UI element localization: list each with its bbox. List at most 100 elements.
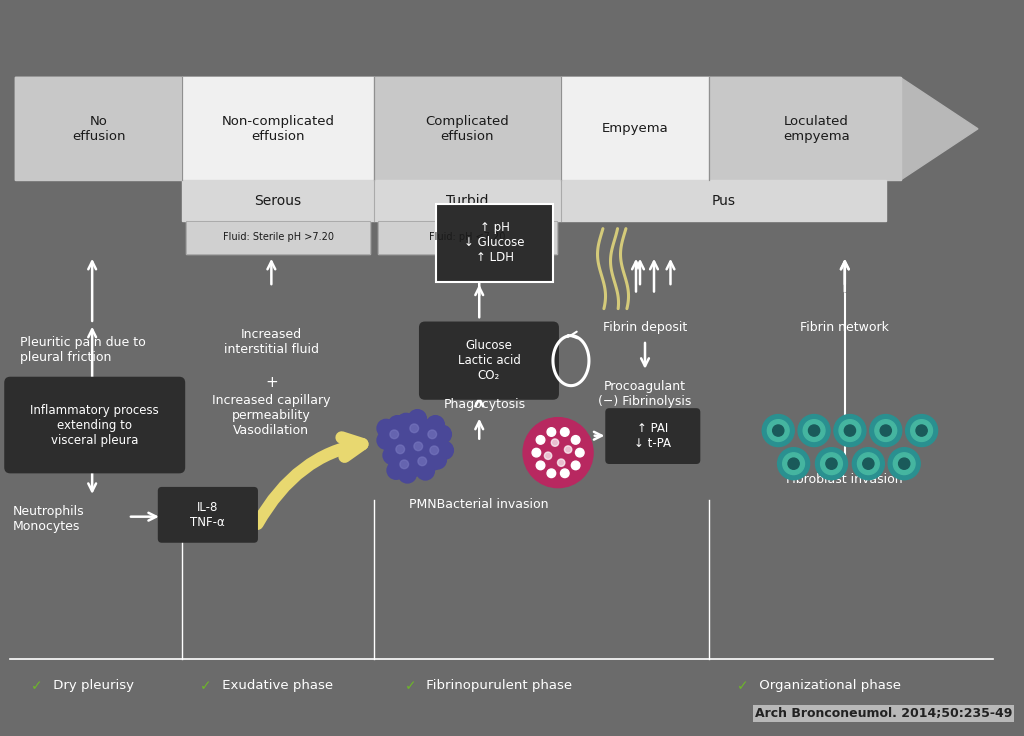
Circle shape [834,414,866,447]
Circle shape [386,435,415,464]
Text: +: + [265,375,278,390]
Bar [15,77,182,180]
Text: Increased
interstitial fluid: Increased interstitial fluid [224,328,318,356]
Circle shape [403,432,433,461]
Text: Increased capillary
permeability
Vasodilation: Increased capillary permeability Vasodil… [212,394,331,437]
Text: ↑ pH
↓ Glucose
↑ LDH: ↑ pH ↓ Glucose ↑ LDH [464,222,525,264]
Circle shape [383,434,401,453]
Circle shape [428,451,446,469]
Text: IL-8
TNF-α: IL-8 TNF-α [190,500,225,529]
Bar [378,221,557,254]
Circle shape [410,424,419,433]
Circle shape [417,447,435,465]
Circle shape [874,420,897,442]
Circle shape [387,461,406,479]
Circle shape [537,461,545,470]
Text: Organizational phase: Organizational phase [756,679,901,693]
FancyBboxPatch shape [4,377,185,473]
Text: ✓: ✓ [200,679,211,693]
Circle shape [547,469,556,478]
Circle shape [390,450,419,479]
Bar [186,221,370,254]
Circle shape [396,445,404,453]
Circle shape [397,425,415,443]
Bar [561,77,709,180]
Circle shape [777,447,810,480]
Circle shape [803,420,825,442]
Circle shape [406,459,423,476]
Circle shape [418,420,446,449]
Circle shape [413,447,430,465]
Circle shape [417,436,435,453]
Circle shape [798,414,830,447]
Circle shape [433,425,452,443]
Text: Fibrinopurulent phase: Fibrinopurulent phase [423,679,572,693]
Circle shape [888,447,921,480]
Circle shape [394,450,413,468]
Circle shape [815,447,848,480]
Circle shape [916,425,927,436]
Circle shape [905,414,938,447]
Circle shape [414,442,423,450]
Circle shape [857,453,880,475]
Circle shape [863,458,873,470]
Text: Fibroblast invasion: Fibroblast invasion [786,473,903,486]
Circle shape [435,442,454,459]
Circle shape [773,425,783,436]
Circle shape [400,460,409,469]
Text: Pus: Pus [712,194,735,208]
Text: Dry pleurisy: Dry pleurisy [49,679,134,693]
Text: ✓: ✓ [31,679,42,693]
Bar [182,77,374,180]
Text: Serous: Serous [254,194,302,208]
Circle shape [910,420,933,442]
Text: ✓: ✓ [737,679,749,693]
Circle shape [394,431,413,449]
Circle shape [782,453,805,475]
Circle shape [557,459,565,467]
Text: No
effusion: No effusion [72,115,126,143]
Circle shape [417,462,434,480]
Circle shape [767,420,790,442]
Circle shape [845,425,855,436]
FancyBboxPatch shape [158,487,258,542]
Circle shape [383,446,401,464]
Text: Phagocytosis: Phagocytosis [443,398,525,411]
Circle shape [571,461,580,470]
Circle shape [409,429,426,447]
Circle shape [415,420,433,437]
Circle shape [852,447,885,480]
Circle shape [390,430,398,439]
Circle shape [399,414,429,443]
Circle shape [788,458,799,470]
Text: Non-complicated
effusion: Non-complicated effusion [221,115,335,143]
Circle shape [408,447,437,475]
Bar [709,77,901,180]
Circle shape [387,450,406,467]
Circle shape [418,457,427,466]
Circle shape [401,440,420,459]
Circle shape [551,439,559,446]
Circle shape [560,428,569,436]
Text: Complicated
effusion: Complicated effusion [426,115,509,143]
Text: Neutrophils
Monocytes: Neutrophils Monocytes [12,505,84,533]
Circle shape [420,437,437,456]
Text: ✓: ✓ [404,679,416,693]
Circle shape [809,425,819,436]
Circle shape [397,414,415,431]
Circle shape [571,436,580,445]
FancyArrow shape [15,77,978,180]
Circle shape [839,420,861,442]
Circle shape [416,420,433,437]
Text: Glucose
Lactic acid
CO₂: Glucose Lactic acid CO₂ [458,339,520,382]
Bar [182,180,886,221]
Circle shape [388,435,407,453]
Circle shape [560,469,569,478]
Circle shape [401,443,419,461]
Text: Turbid: Turbid [446,194,488,208]
Circle shape [423,453,441,470]
FancyBboxPatch shape [436,204,553,282]
Circle shape [426,416,444,434]
Circle shape [881,425,891,436]
Text: PMNBacterial invasion: PMNBacterial invasion [410,498,549,511]
